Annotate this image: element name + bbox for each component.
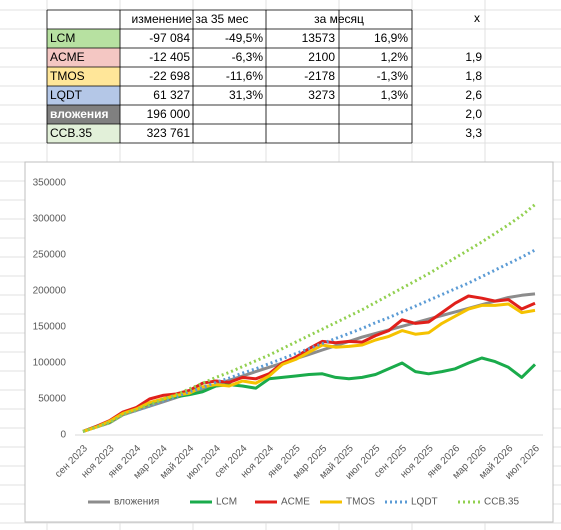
data-table: изменение за 35 мес за месяц x LCM -97 08…: [46, 9, 482, 144]
name-cell: [47, 86, 120, 105]
cell-month: 3273: [308, 88, 335, 102]
series-line: [82, 203, 536, 433]
y-tick-label: 300000: [33, 214, 67, 225]
y-tick-label: 150000: [33, 322, 67, 333]
cell-change: 61 327: [153, 88, 190, 102]
cell-change: -22 698: [149, 69, 190, 83]
cell-change-pct: -49,5%: [225, 31, 263, 45]
y-tick-label: 50000: [38, 394, 66, 405]
cell-change: 196 000: [147, 107, 191, 121]
cell-month-pct: -1,3%: [377, 69, 409, 83]
legend-label: ACME: [281, 497, 310, 508]
cell-month: -2178: [304, 69, 335, 83]
cell-change: 323 761: [147, 126, 191, 140]
name-cell: [47, 105, 120, 124]
legend-label: вложения: [114, 497, 159, 508]
cell-x: 1,9: [465, 50, 482, 64]
cell-month: 13573: [302, 31, 336, 45]
legend-label: LCM: [216, 497, 237, 508]
y-tick-label: 350000: [33, 178, 67, 189]
name-cell: [47, 29, 120, 48]
legend-label: CCB.35: [484, 497, 519, 508]
cell-x: 1,8: [465, 69, 482, 83]
cell-month-pct: 16,9%: [374, 31, 408, 45]
y-tick-label: 250000: [33, 250, 67, 261]
legend-label: LQDT: [411, 497, 438, 508]
cell-change: -97 084: [149, 31, 190, 45]
header-x: x: [474, 11, 480, 25]
cell-month: 2100: [308, 50, 335, 64]
cell-change: -12 405: [149, 50, 190, 64]
cell-month-pct: 1,3%: [381, 88, 409, 102]
row-name: вложения: [50, 107, 109, 121]
cell-month-pct: 1,2%: [381, 50, 409, 64]
row-name: LCM: [50, 31, 75, 45]
row-name: ACME: [50, 50, 85, 64]
cell-x: 2,0: [465, 107, 482, 121]
name-cell: [47, 124, 120, 143]
cell-x: 3,3: [465, 126, 482, 140]
cell-change-pct: -11,6%: [226, 69, 263, 83]
name-cell: [47, 67, 120, 86]
cell-x: 2,6: [465, 88, 482, 102]
row-name: CCB.35: [50, 126, 92, 140]
y-tick-label: 0: [60, 430, 66, 441]
header-change: изменение за 35 мес: [132, 12, 249, 26]
y-tick-label: 100000: [33, 358, 67, 369]
chart-frame: [24, 161, 554, 523]
row-name: LQDT: [50, 88, 83, 102]
cell-change-pct: -6,3%: [232, 50, 264, 64]
y-tick-label: 200000: [33, 286, 67, 297]
name-cell: [47, 48, 120, 67]
legend-label: TMOS: [346, 497, 375, 508]
cell-change-pct: 31,3%: [229, 88, 263, 102]
row-name: TMOS: [50, 69, 85, 83]
